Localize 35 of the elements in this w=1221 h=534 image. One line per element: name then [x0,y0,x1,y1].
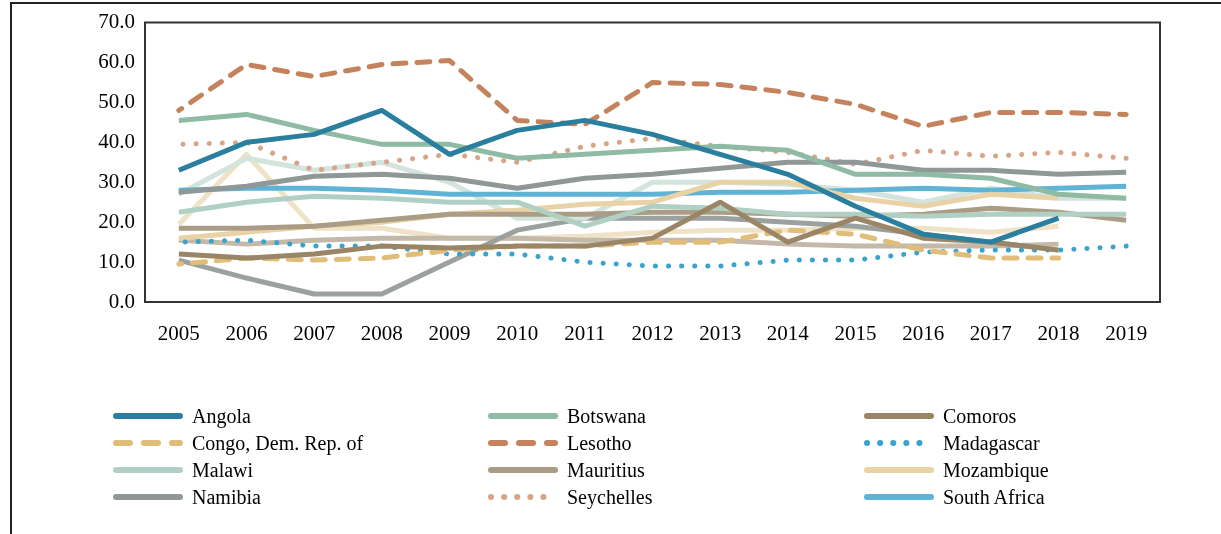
y-tick-label: 40.0 [98,128,135,153]
legend-label: Lesotho [567,431,632,455]
y-tick-label: 0.0 [108,288,135,313]
x-tick-label: 2005 [157,321,200,346]
legend-label: Namibia [192,485,261,509]
legend-label: Mozambique [943,458,1049,482]
legend-label: Seychelles [567,485,653,509]
x-tick-label: 2007 [293,321,336,346]
x-tick-label: 2010 [496,321,539,346]
y-tick-label: 60.0 [98,49,135,74]
x-tick-label: 2019 [1105,321,1148,346]
x-tick-label: 2009 [428,321,471,346]
y-tick-label: 20.0 [98,208,135,233]
legend-label: Comoros [943,404,1017,428]
x-tick-label: 2012 [631,321,674,346]
y-tick-label: 10.0 [98,248,135,273]
y-tick-label: 50.0 [98,88,135,113]
x-tick-label: 2018 [1037,321,1080,346]
y-tick-label: 30.0 [98,168,135,193]
x-tick-label: 2008 [360,321,403,346]
x-tick-label: 2015 [834,321,877,346]
x-tick-label: 2011 [564,321,606,346]
legend-label: Botswana [567,404,646,428]
x-tick-label: 2013 [699,321,742,346]
y-tick-label: 70.0 [98,9,135,34]
legend-label: Congo, Dem. Rep. of [192,431,364,455]
legend-label: Malawi [192,458,254,482]
x-tick-label: 2014 [766,321,810,346]
x-tick-label: 2016 [902,321,945,346]
legend-label: Angola [192,404,251,428]
legend-label: South Africa [943,485,1045,509]
x-tick-label: 2006 [225,321,268,346]
legend-label: Madagascar [943,431,1040,455]
legend-label: Mauritius [567,458,645,482]
x-tick-label: 2017 [969,321,1012,346]
